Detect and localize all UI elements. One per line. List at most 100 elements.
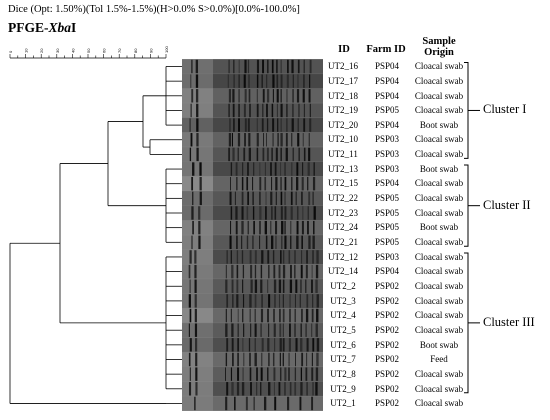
- sample-origin: Cloacal swab: [414, 280, 464, 291]
- scale-label: 80: [133, 48, 138, 53]
- gel-band: [248, 133, 251, 147]
- gel-band: [234, 191, 236, 206]
- scale-label: 20: [39, 48, 44, 53]
- sample-id: UT2_10: [328, 134, 358, 145]
- gel-band: [247, 118, 250, 132]
- gel-band: [195, 382, 198, 396]
- gel-band: [241, 176, 244, 191]
- gel-band: [244, 133, 246, 147]
- gel-lane-zone: [182, 205, 214, 221]
- gel-band: [294, 308, 296, 323]
- gel-band: [279, 352, 281, 367]
- farm-id: PSP03: [374, 251, 400, 262]
- gel-lane: [182, 264, 323, 279]
- gel-band: [309, 59, 312, 74]
- gel-band: [256, 133, 259, 147]
- gel-band: [312, 250, 314, 264]
- gel-band: [316, 338, 320, 352]
- gel-band: [278, 264, 281, 279]
- gel-band: [307, 176, 309, 191]
- gel-band: [276, 59, 278, 74]
- gel-band: [267, 308, 269, 323]
- gel-band: [282, 264, 286, 279]
- gel-band: [305, 279, 307, 293]
- gel-band: [236, 235, 238, 250]
- sample-id: UT2_6: [330, 339, 356, 350]
- sample-origin: Cloacal swab: [414, 207, 464, 218]
- scale-label: 70: [117, 48, 122, 53]
- gel-band: [243, 323, 245, 337]
- gel-band: [288, 250, 291, 264]
- gel-band: [262, 59, 265, 74]
- gel-band: [256, 118, 258, 132]
- analysis-parameters: Dice (Opt: 1.50%)(Tol 1.5%-1.5%)(H>0.0% …: [8, 4, 300, 15]
- sample-id: UT2_1: [330, 398, 356, 409]
- farm-id: PSP04: [374, 266, 400, 277]
- gel-band: [230, 206, 233, 220]
- gel-band: [267, 367, 269, 381]
- gel-band: [311, 308, 314, 323]
- farm-id: PSP02: [374, 354, 400, 365]
- gel-band: [194, 294, 197, 308]
- gel-band: [260, 308, 264, 323]
- sample-id: UT2_18: [328, 90, 358, 101]
- gel-band: [253, 162, 255, 176]
- gel-band: [274, 396, 277, 411]
- gel-band: [268, 323, 270, 337]
- gel-band: [307, 220, 309, 235]
- gel-band: [305, 367, 308, 381]
- gel-band: [262, 89, 265, 103]
- gel-band: [264, 220, 267, 235]
- sample-origin: Cloacal swab: [414, 266, 464, 277]
- gel-band: [272, 352, 275, 367]
- gel-band: [241, 382, 245, 396]
- gel-band: [309, 103, 311, 118]
- farm-id: PSP03: [374, 163, 400, 174]
- sample-id: UT2_13: [328, 163, 358, 174]
- gel-band: [282, 323, 284, 337]
- farm-id: PSP03: [374, 149, 400, 160]
- gel-band: [294, 250, 296, 264]
- column-header-farm: Farm ID: [366, 44, 406, 55]
- gel-band: [291, 162, 293, 176]
- gel-band: [226, 338, 229, 352]
- gel-band: [235, 220, 238, 235]
- gel-band: [247, 220, 250, 235]
- gel-lane: [182, 293, 323, 309]
- scale-label: 40: [70, 48, 75, 53]
- gel-band: [272, 89, 274, 103]
- gel-band: [280, 133, 283, 147]
- sample-id: UT2_23: [328, 207, 358, 218]
- gel-band: [290, 191, 293, 206]
- gel-band: [253, 220, 255, 235]
- gel-band: [256, 147, 259, 162]
- gel-lane-zone: [182, 220, 214, 235]
- gel-band: [227, 74, 229, 88]
- gel-band: [254, 352, 257, 367]
- farm-id: PSP02: [374, 339, 400, 350]
- gel-band: [280, 59, 282, 74]
- gel-band: [289, 382, 292, 396]
- gel-band: [190, 103, 192, 118]
- gel-band: [284, 191, 286, 206]
- gel-band: [299, 294, 301, 308]
- gel-band: [298, 103, 300, 118]
- gel-band: [280, 118, 282, 132]
- gel-band: [241, 191, 244, 206]
- gel-band: [237, 308, 239, 323]
- gel-band: [286, 103, 288, 118]
- gel-band: [284, 206, 287, 220]
- gel-band: [301, 176, 304, 191]
- gel-band: [260, 382, 262, 396]
- gel-band: [282, 279, 285, 293]
- gel-band: [226, 294, 229, 308]
- sample-origin: Cloacal swab: [414, 237, 464, 247]
- gel-band: [190, 74, 192, 88]
- gel-band: [308, 191, 311, 206]
- gel-band: [188, 323, 190, 337]
- gel-band: [236, 250, 239, 264]
- gel-band: [267, 279, 269, 293]
- gel-band: [316, 352, 319, 367]
- gel-band: [267, 338, 270, 352]
- gel-band: [311, 323, 313, 337]
